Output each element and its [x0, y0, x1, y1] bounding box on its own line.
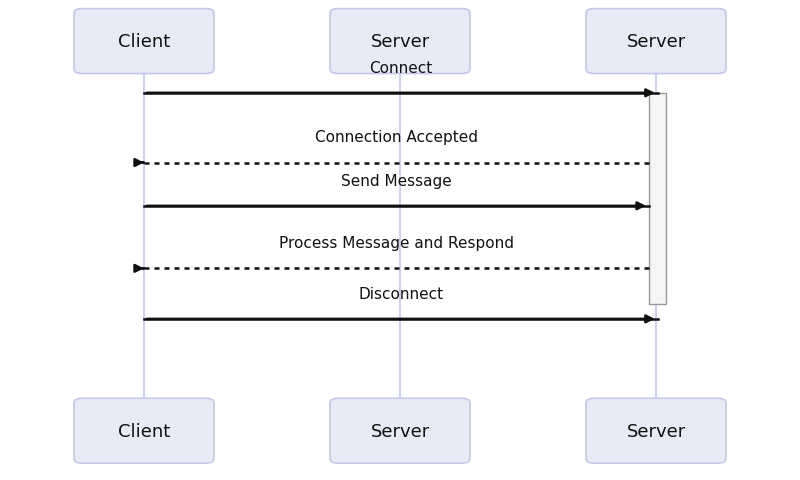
Text: Process Message and Respond: Process Message and Respond: [279, 236, 514, 251]
FancyBboxPatch shape: [586, 10, 726, 74]
Text: Server: Server: [626, 33, 686, 51]
Text: Connect: Connect: [369, 60, 433, 75]
Text: Connection Accepted: Connection Accepted: [315, 130, 478, 145]
Text: Server: Server: [370, 422, 430, 440]
FancyBboxPatch shape: [74, 10, 214, 74]
FancyBboxPatch shape: [649, 94, 666, 305]
Text: Send Message: Send Message: [341, 173, 452, 188]
Text: Client: Client: [118, 33, 170, 51]
FancyBboxPatch shape: [586, 398, 726, 463]
FancyBboxPatch shape: [330, 398, 470, 463]
Text: Disconnect: Disconnect: [358, 286, 443, 301]
Text: Server: Server: [370, 33, 430, 51]
Text: Client: Client: [118, 422, 170, 440]
FancyBboxPatch shape: [74, 398, 214, 463]
FancyBboxPatch shape: [330, 10, 470, 74]
Text: Server: Server: [626, 422, 686, 440]
